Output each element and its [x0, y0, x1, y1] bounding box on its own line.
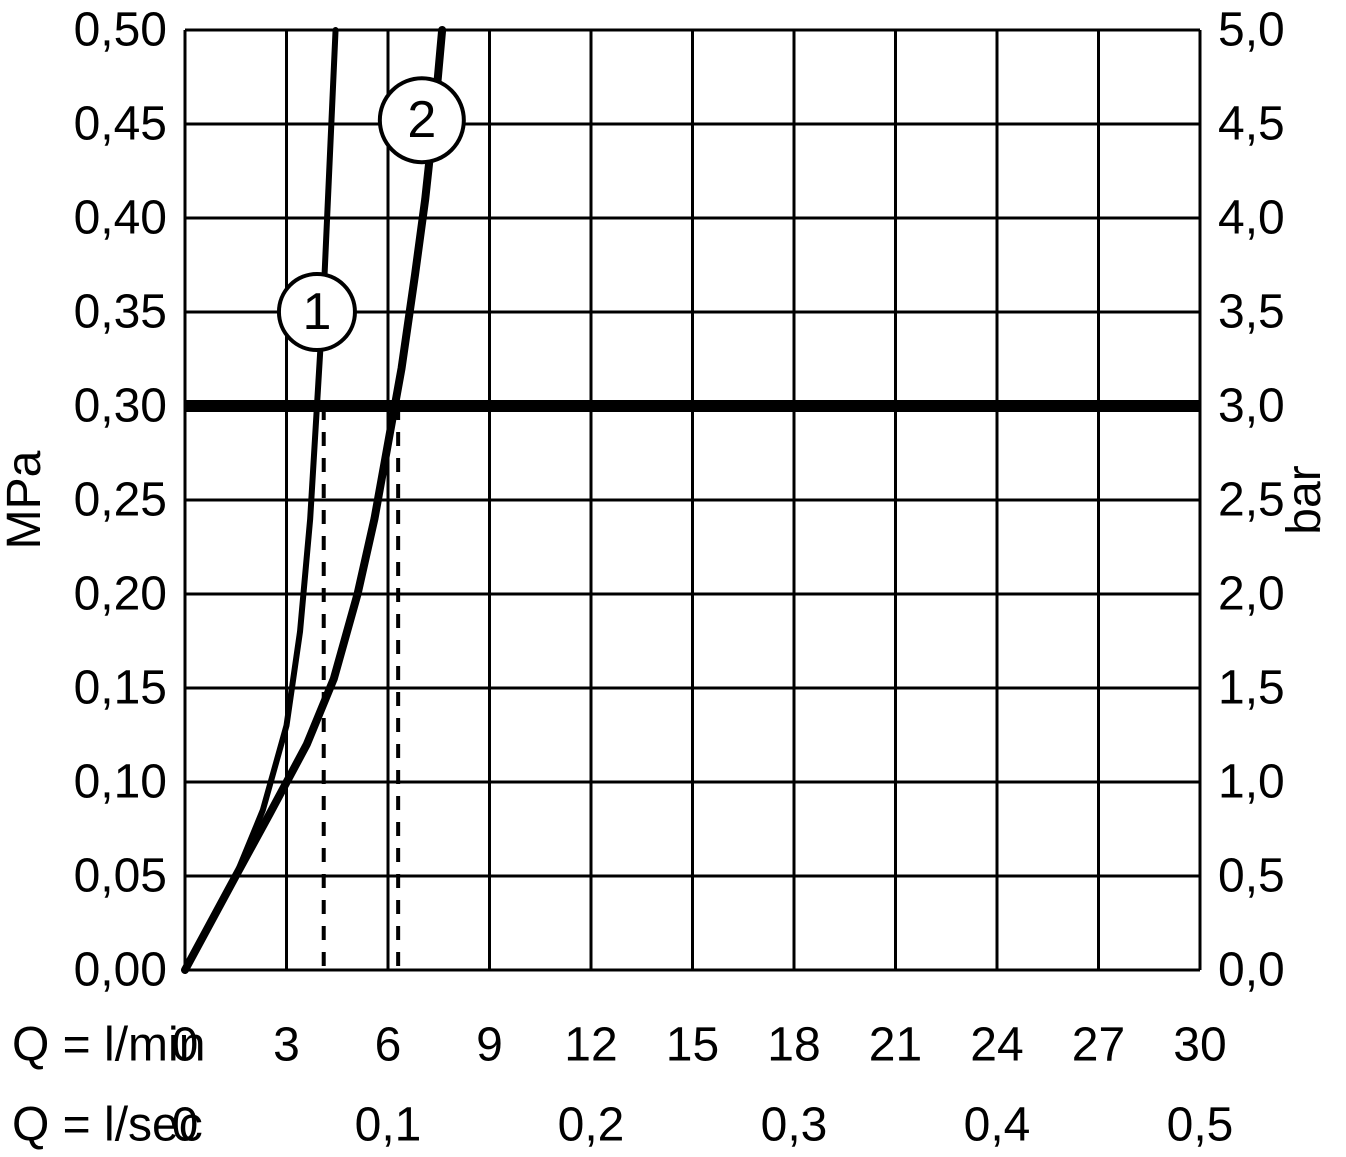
x-axis-lsec-tick-label: 0: [172, 1099, 199, 1152]
series-marker-label-1: 1: [302, 283, 331, 341]
left-axis-tick-label: 0,30: [74, 380, 167, 433]
pressure-flow-chart: 120,000,050,100,150,200,250,300,350,400,…: [0, 0, 1346, 1157]
right-axis-tick-label: 4,5: [1218, 98, 1285, 151]
left-axis-tick-label: 0,35: [74, 286, 167, 339]
right-axis-tick-label: 1,5: [1218, 662, 1285, 715]
x-axis-lmin-tick-label: 30: [1173, 1019, 1226, 1072]
x-axis-lmin-tick-label: 0: [172, 1019, 199, 1072]
x-axis-lmin-tick-label: 3: [273, 1019, 300, 1072]
x-axis-lsec-tick-label: 0,5: [1167, 1099, 1234, 1152]
x-axis-lmin-tick-label: 24: [970, 1019, 1023, 1072]
right-axis-tick-label: 0,0: [1218, 944, 1285, 997]
series-marker-label-2: 2: [407, 91, 436, 149]
x-axis-lsec-tick-label: 0,3: [761, 1099, 828, 1152]
right-axis-tick-label: 3,5: [1218, 286, 1285, 339]
chart-container: 120,000,050,100,150,200,250,300,350,400,…: [0, 0, 1346, 1157]
left-axis-tick-label: 0,25: [74, 474, 167, 527]
right-axis-tick-label: 2,0: [1218, 568, 1285, 621]
right-axis-tick-label: 5,0: [1218, 4, 1285, 57]
left-axis-tick-label: 0,40: [74, 192, 167, 245]
right-axis-tick-label: 3,0: [1218, 380, 1285, 433]
x-axis-lmin-tick-label: 15: [666, 1019, 719, 1072]
right-axis-tick-label: 4,0: [1218, 192, 1285, 245]
x-axis-lsec-tick-label: 0,4: [964, 1099, 1031, 1152]
x-axis-lmin-tick-label: 9: [476, 1019, 503, 1072]
x-axis-lsec-tick-label: 0,1: [355, 1099, 422, 1152]
x-axis-lsec-tick-label: 0,2: [558, 1099, 625, 1152]
right-axis-label: bar: [1278, 465, 1331, 534]
right-axis-tick-label: 0,5: [1218, 850, 1285, 903]
x-axis-lmin-tick-label: 12: [564, 1019, 617, 1072]
x-axis-lmin-tick-label: 6: [375, 1019, 402, 1072]
left-axis-tick-label: 0,05: [74, 850, 167, 903]
left-axis-tick-label: 0,15: [74, 662, 167, 715]
x-axis-lmin-tick-label: 27: [1072, 1019, 1125, 1072]
right-axis-tick-label: 1,0: [1218, 756, 1285, 809]
left-axis-tick-label: 0,45: [74, 98, 167, 151]
x-axis-lmin-tick-label: 21: [869, 1019, 922, 1072]
left-axis-tick-label: 0,00: [74, 944, 167, 997]
x-axis-lmin-tick-label: 18: [767, 1019, 820, 1072]
left-axis-label: MPa: [0, 450, 51, 549]
right-axis-tick-label: 2,5: [1218, 474, 1285, 527]
left-axis-tick-label: 0,10: [74, 756, 167, 809]
left-axis-tick-label: 0,20: [74, 568, 167, 621]
left-axis-tick-label: 0,50: [74, 4, 167, 57]
